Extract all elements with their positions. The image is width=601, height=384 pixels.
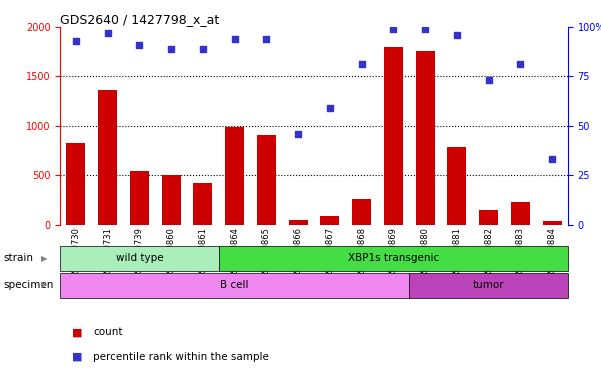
Point bbox=[420, 26, 430, 32]
Point bbox=[357, 61, 367, 68]
Bar bbox=[415, 51, 435, 225]
Point bbox=[325, 105, 335, 111]
Text: ■: ■ bbox=[72, 327, 82, 337]
Point bbox=[135, 41, 144, 48]
Bar bbox=[479, 210, 498, 225]
Text: B cell: B cell bbox=[221, 280, 249, 290]
Point bbox=[198, 46, 208, 52]
Bar bbox=[320, 216, 340, 225]
Bar bbox=[257, 135, 276, 225]
Bar bbox=[98, 90, 117, 225]
Text: percentile rank within the sample: percentile rank within the sample bbox=[93, 352, 269, 362]
Point bbox=[71, 38, 81, 44]
Point bbox=[166, 46, 176, 52]
Bar bbox=[60, 273, 409, 298]
Point bbox=[389, 26, 398, 32]
Bar bbox=[384, 47, 403, 225]
Bar bbox=[543, 221, 561, 225]
Point bbox=[484, 77, 493, 83]
Bar bbox=[219, 246, 568, 271]
Point bbox=[230, 36, 239, 42]
Point bbox=[452, 32, 462, 38]
Text: GDS2640 / 1427798_x_at: GDS2640 / 1427798_x_at bbox=[60, 13, 219, 26]
Bar bbox=[511, 202, 530, 225]
Text: XBP1s transgenic: XBP1s transgenic bbox=[348, 253, 439, 263]
Bar bbox=[162, 175, 181, 225]
Point bbox=[293, 131, 303, 137]
Text: ▶: ▶ bbox=[41, 280, 47, 290]
Text: tumor: tumor bbox=[473, 280, 504, 290]
Bar bbox=[130, 171, 149, 225]
Point bbox=[516, 61, 525, 68]
Text: wild type: wild type bbox=[115, 253, 163, 263]
Text: strain: strain bbox=[3, 253, 33, 263]
Bar bbox=[60, 246, 219, 271]
Point bbox=[103, 30, 112, 36]
Point bbox=[261, 36, 271, 42]
Bar bbox=[352, 199, 371, 225]
Bar bbox=[288, 220, 308, 225]
Text: specimen: specimen bbox=[3, 280, 53, 290]
Bar bbox=[409, 273, 568, 298]
Point bbox=[548, 156, 557, 162]
Bar bbox=[225, 127, 244, 225]
Bar bbox=[447, 147, 466, 225]
Text: ■: ■ bbox=[72, 352, 82, 362]
Text: ▶: ▶ bbox=[41, 253, 47, 263]
Bar bbox=[194, 183, 213, 225]
Bar bbox=[67, 142, 85, 225]
Text: count: count bbox=[93, 327, 123, 337]
